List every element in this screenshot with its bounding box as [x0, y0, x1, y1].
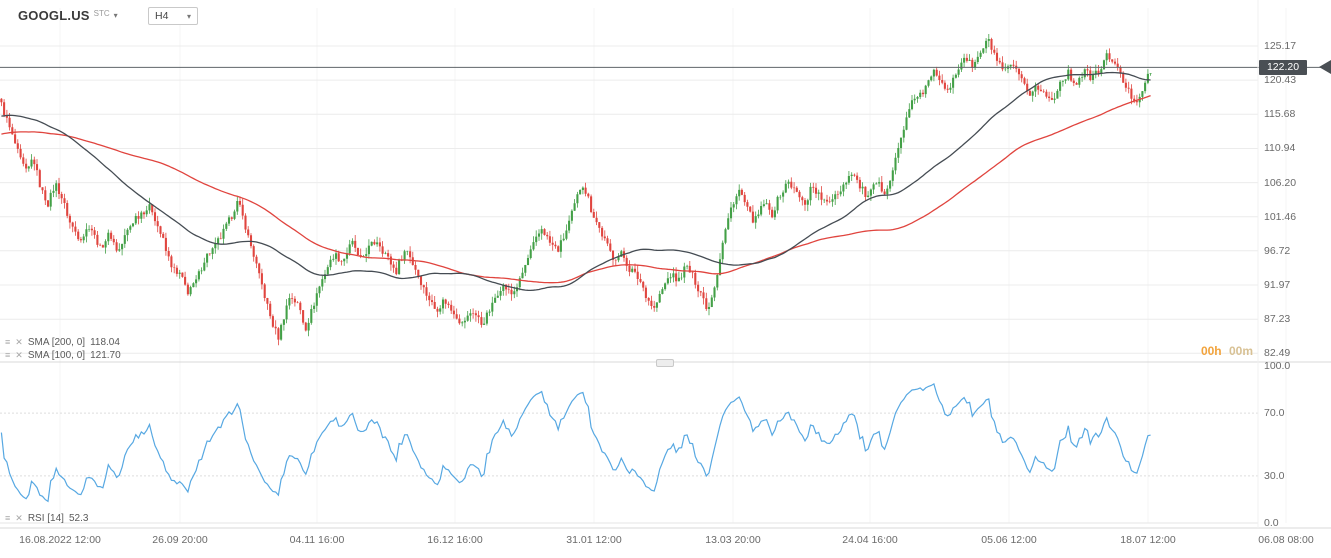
indicator-label: RSI [14] — [27, 513, 64, 524]
indicator-label: SMA [100, 0] — [27, 350, 86, 361]
price-tick-label: 96.72 — [1264, 244, 1291, 257]
indicator-legend-sma200[interactable]: ≡ ✕ SMA [200, 0] 118.04 — [5, 337, 120, 348]
rsi-tick-label: 0.0 — [1264, 517, 1279, 529]
rsi-line[interactable] — [0, 382, 1151, 503]
indicator-remove-icon[interactable]: ✕ — [15, 350, 23, 360]
price-tick-label: 87.23 — [1264, 313, 1291, 326]
candle-countdown: 00h 00m — [1201, 344, 1253, 358]
indicator-remove-icon[interactable]: ✕ — [15, 513, 23, 523]
timeframe-value: H4 — [155, 10, 169, 22]
price-tick-label: 110.94 — [1264, 142, 1296, 155]
indicator-settings-icon[interactable]: ≡ — [5, 513, 11, 523]
rsi-tick-label: 100.0 — [1264, 360, 1291, 372]
time-tick-label: 05.06 12:00 — [981, 534, 1037, 546]
time-tick-label: 26.09 20:00 — [152, 534, 208, 546]
pane-resize-handle[interactable] — [656, 359, 674, 367]
countdown-minutes: 00m — [1228, 344, 1253, 358]
price-tick-label: 115.68 — [1264, 108, 1296, 121]
price-scale[interactable]: 125.17 120.43 115.68 110.94 106.20 101.46 96.7… — [1258, 0, 1331, 529]
indicator-settings-icon[interactable]: ≡ — [5, 337, 11, 347]
instrument-header: GOOGL.US STC ▾ — [18, 8, 118, 23]
indicator-remove-icon[interactable]: ✕ — [15, 337, 23, 347]
price-tick-label: 101.46 — [1264, 210, 1297, 223]
chevron-down-icon: ▾ — [186, 12, 191, 21]
time-tick-label: 16.12 16:00 — [427, 534, 483, 546]
countdown-hours: 00h — [1200, 344, 1222, 358]
indicator-legend-rsi[interactable]: ≡ ✕ RSI [14] 52.3 — [5, 513, 88, 524]
instrument-symbol[interactable]: GOOGL.US — [18, 8, 90, 23]
indicator-label: SMA [200, 0] — [27, 337, 86, 348]
indicator-value: 121.70 — [90, 350, 121, 361]
indicator-settings-icon[interactable]: ≡ — [5, 350, 11, 360]
time-tick-label: 06.08 08:00 — [1258, 534, 1314, 546]
rsi-tick-label: 70.0 — [1264, 407, 1285, 420]
price-tick-label: 125.17 — [1264, 40, 1297, 52]
price-tick-label: 82.49 — [1264, 347, 1291, 360]
time-tick-label: 04.11 16:00 — [289, 534, 345, 546]
grid-layer — [0, 8, 1287, 524]
time-tick-label: 16.08.2022 12:00 — [19, 534, 101, 546]
price-tick-label: 91.97 — [1264, 279, 1291, 292]
indicator-value: 118.04 — [90, 337, 120, 348]
instrument-exchange-label: STC — [93, 9, 110, 18]
sma-100-line[interactable] — [1, 71, 1151, 292]
indicator-legend-sma100[interactable]: ≡ ✕ SMA [100, 0] 121.70 — [5, 350, 121, 361]
current-price-badge: 122.20 — [1259, 59, 1307, 75]
indicator-value: 52.3 — [68, 513, 89, 524]
time-tick-label: 13.03 20:00 — [705, 534, 761, 546]
sma-200-line[interactable] — [1, 94, 1151, 284]
time-tick-label: 24.04 16:00 — [842, 534, 898, 546]
time-tick-label: 31.01 12:00 — [566, 534, 622, 546]
chevron-down-icon[interactable]: ▾ — [113, 11, 118, 20]
timeframe-select[interactable]: H4 ▾ — [148, 7, 198, 25]
price-tick-label: 106.20 — [1264, 176, 1297, 189]
price-tick-label: 120.43 — [1264, 74, 1297, 87]
current-price-marker-icon — [1319, 60, 1331, 75]
time-tick-label: 18.07 12:00 — [1120, 534, 1176, 546]
candles-layer — [0, 34, 1152, 346]
time-scale[interactable]: 16.08.2022 12:00 26.09 20:00 04.11 16:00 16… — [0, 528, 1331, 558]
rsi-tick-label: 30.0 — [1264, 469, 1285, 482]
